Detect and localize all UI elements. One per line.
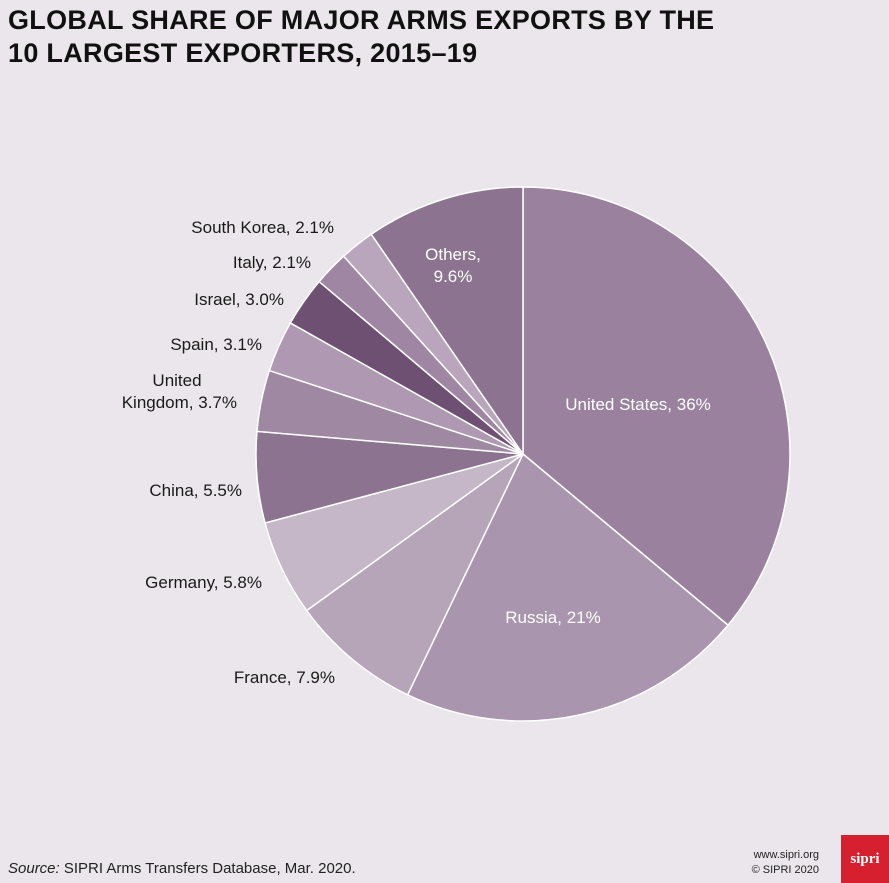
slice-label: China, 5.5% (149, 481, 242, 500)
slice-label: France, 7.9% (234, 668, 335, 687)
slice-label: South Korea, 2.1% (191, 218, 334, 237)
slice-label: Israel, 3.0% (194, 290, 284, 309)
pie-slice (406, 452, 730, 722)
sipri-logo: sipri (841, 835, 889, 883)
source-note: Source: SIPRI Arms Transfers Database, M… (8, 860, 356, 877)
pie-slice (305, 453, 524, 696)
copyright: © SIPRI 2020 (751, 864, 819, 876)
chart-title: GLOBAL SHARE OF MAJOR ARMS EXPORTS BY TH… (8, 4, 878, 70)
slice-label: Others, 9.6% (425, 245, 481, 286)
slice-label: Italy, 2.1% (233, 253, 311, 272)
credit: www.sipri.org © SIPRI 2020 (752, 848, 819, 878)
slice-label: Spain, 3.1% (170, 335, 262, 354)
slice-label: Russia, 21% (505, 608, 600, 627)
slice-label: United States, 36% (565, 395, 711, 414)
site-url: www.sipri.org (753, 849, 819, 861)
slice-label: United Kingdom, 3.7% (122, 371, 237, 412)
slice-label: Germany, 5.8% (145, 573, 262, 592)
chart-title-line-2: 10 LARGEST EXPORTERS, 2015–19 (8, 38, 478, 68)
source-text: SIPRI Arms Transfers Database, Mar. 2020… (59, 860, 356, 877)
pie-slice (522, 186, 791, 627)
pie-slice (370, 186, 524, 457)
chart-title-line-1: GLOBAL SHARE OF MAJOR ARMS EXPORTS BY TH… (8, 5, 715, 35)
source-label: Source: (8, 860, 60, 877)
